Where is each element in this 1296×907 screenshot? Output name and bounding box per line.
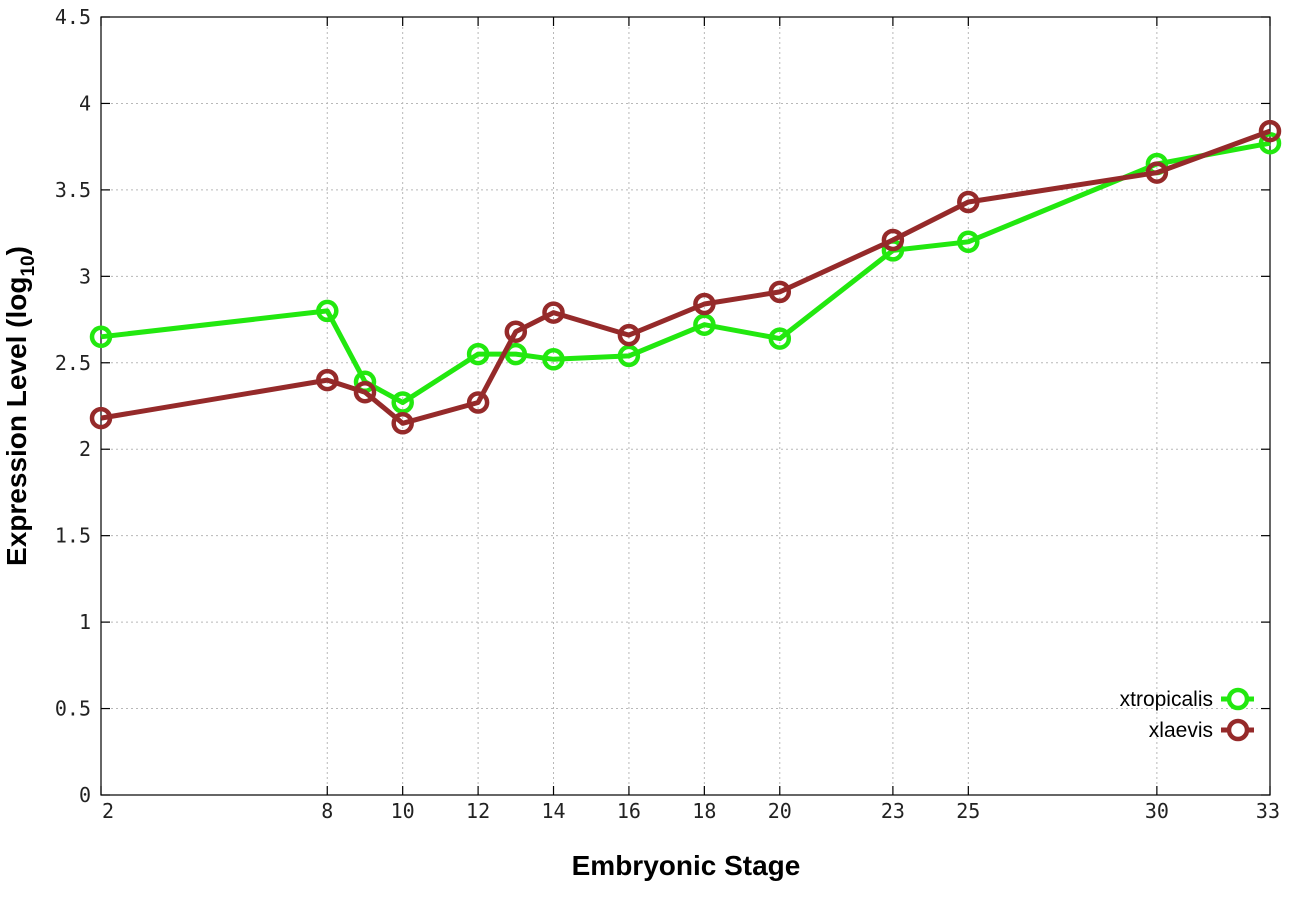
y-tick-label: 4 bbox=[79, 91, 91, 115]
series-xtropicalis bbox=[89, 131, 1282, 414]
data-point-xlaevis bbox=[881, 228, 905, 252]
data-point-xtropicalis bbox=[768, 327, 792, 350]
legend: xtropicalis xlaevis bbox=[1120, 687, 1254, 742]
x-tick-label: 2 bbox=[102, 799, 114, 823]
data-point-xlaevis bbox=[957, 190, 980, 214]
series-line-xlaevis bbox=[100, 128, 1271, 426]
y-axis-title-main: Expression Level (log bbox=[1, 277, 32, 566]
y-tick-label: 1 bbox=[79, 610, 91, 634]
grid bbox=[101, 17, 1270, 795]
y-tick-label: 2 bbox=[79, 437, 91, 461]
x-axis-title: Embryonic Stage bbox=[572, 850, 801, 881]
y-axis-title-subscript: 10 bbox=[18, 255, 39, 276]
x-tick-label: 14 bbox=[541, 799, 565, 823]
plot-frame bbox=[100, 16, 1271, 796]
x-tick-label: 20 bbox=[768, 799, 792, 823]
data-point-xlaevis bbox=[504, 320, 528, 343]
y-tick-label: 3 bbox=[79, 264, 91, 288]
series-group bbox=[89, 119, 1282, 435]
y-tick-label: 1.5 bbox=[55, 524, 91, 548]
data-point-xlaevis bbox=[1258, 119, 1282, 143]
data-point-xlaevis bbox=[542, 301, 565, 324]
x-tick-label: 16 bbox=[617, 799, 641, 823]
y-axis-title: Expression Level (log10) bbox=[1, 246, 39, 566]
data-point-xlaevis bbox=[353, 380, 377, 404]
data-point-xtropicalis bbox=[957, 230, 980, 254]
x-tick-label: 10 bbox=[391, 799, 415, 823]
data-point-xtropicalis bbox=[89, 325, 113, 349]
legend-swatch-marker bbox=[1226, 687, 1250, 711]
data-point-xlaevis bbox=[617, 323, 641, 347]
x-tick-label: 25 bbox=[956, 799, 980, 823]
data-point-xlaevis bbox=[391, 412, 414, 435]
y-axis-title-close: ) bbox=[1, 246, 32, 255]
y-tick-label: 3.5 bbox=[55, 178, 91, 202]
data-point-xtropicalis bbox=[617, 344, 641, 368]
data-point-xtropicalis bbox=[504, 342, 528, 366]
x-tick-label: 33 bbox=[1256, 799, 1280, 823]
data-point-xlaevis bbox=[768, 280, 792, 304]
legend-label: xlaevis bbox=[1149, 719, 1213, 742]
data-point-xlaevis bbox=[466, 391, 490, 414]
data-point-xtropicalis bbox=[693, 313, 716, 336]
x-tick-label: 18 bbox=[692, 799, 716, 823]
legend-swatch-marker bbox=[1226, 718, 1250, 742]
data-point-xtropicalis bbox=[542, 348, 565, 371]
data-point-xtropicalis bbox=[391, 391, 414, 414]
data-point-xlaevis bbox=[1145, 161, 1169, 184]
data-point-xtropicalis bbox=[1258, 131, 1282, 155]
data-point-xtropicalis bbox=[316, 299, 339, 323]
data-point-xlaevis bbox=[89, 406, 113, 430]
x-tick-label: 23 bbox=[881, 799, 905, 823]
series-xlaevis bbox=[89, 119, 1282, 435]
legend-item-xtropicalis: xtropicalis bbox=[1120, 687, 1254, 711]
x-tick-label: 12 bbox=[466, 799, 490, 823]
y-tick-label: 4.5 bbox=[55, 5, 91, 29]
legend-label: xtropicalis bbox=[1120, 688, 1213, 711]
x-tick-label: 8 bbox=[321, 799, 333, 823]
y-tick-label: 0.5 bbox=[55, 697, 91, 721]
y-tick-label: 0 bbox=[79, 783, 91, 807]
data-point-xlaevis bbox=[316, 368, 339, 392]
x-tick-label: 30 bbox=[1145, 799, 1169, 823]
data-point-xtropicalis bbox=[466, 342, 490, 366]
legend-item-xlaevis: xlaevis bbox=[1149, 718, 1254, 742]
data-point-xlaevis bbox=[693, 292, 716, 316]
y-tick-label: 2.5 bbox=[55, 351, 91, 375]
axis-ticks: 0 0.5 1 1.5 2 2.5 3 3.5 4 4.5 2 8 10 12 14 16 18 20 23 25 30… bbox=[55, 5, 1280, 823]
